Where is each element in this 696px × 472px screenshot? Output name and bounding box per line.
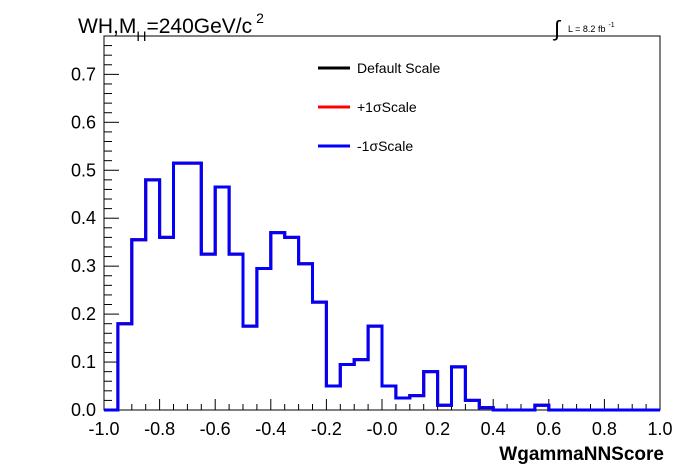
chart-title: WH,MH=240GeV/c 2	[78, 10, 264, 44]
x-tick-label: -0.6	[200, 419, 231, 439]
luminosity-text: L = 8.2 fb	[568, 24, 605, 34]
x-tick-label: -0.8	[144, 419, 175, 439]
svg-text:L = 8.2 fb-1: L = 8.2 fb -1	[568, 22, 615, 34]
y-tick-label: 0.5	[71, 160, 96, 180]
legend: Default Scale +1σScale -1σScale	[318, 60, 440, 154]
y-tick-label: 0.1	[71, 352, 96, 372]
x-tick-label: 1.0	[647, 419, 672, 439]
x-tick-label: 0.2	[425, 419, 450, 439]
x-axis-label: WgammaNNScore	[499, 444, 664, 465]
x-tick-label: 0.4	[481, 419, 506, 439]
x-tick-label: -0.0	[366, 419, 397, 439]
x-tick-label: -0.2	[311, 419, 342, 439]
legend-label: Default Scale	[357, 60, 440, 76]
y-tick-label: 0.2	[71, 304, 96, 324]
axes: -1.0 -0.8 -0.6 -0.4 -0.2 -0.0 0.2 0.4 0.6 0.8 1.0 0…	[71, 35, 673, 439]
luminosity-sup: -1	[608, 22, 614, 29]
y-tick-label: 0.4	[71, 208, 96, 228]
x-tick-label: 0.6	[536, 419, 561, 439]
legend-label: -1σScale	[357, 138, 413, 154]
y-tick-label: 0.0	[71, 400, 96, 420]
y-tick-label: 0.6	[71, 112, 96, 132]
series-layer	[104, 161, 660, 412]
series-line-2	[104, 161, 660, 412]
x-tick-label: -0.4	[255, 419, 286, 439]
luminosity-label: ∫ L = 8.2 fb -1	[552, 16, 615, 41]
x-tick-label: 0.8	[592, 419, 617, 439]
legend-label: +1σScale	[357, 99, 417, 115]
x-tick-label: -1.0	[88, 419, 119, 439]
y-tick-label: 0.3	[71, 256, 96, 276]
y-tick-label: 0.7	[71, 64, 96, 84]
integral-icon: ∫	[552, 16, 562, 41]
